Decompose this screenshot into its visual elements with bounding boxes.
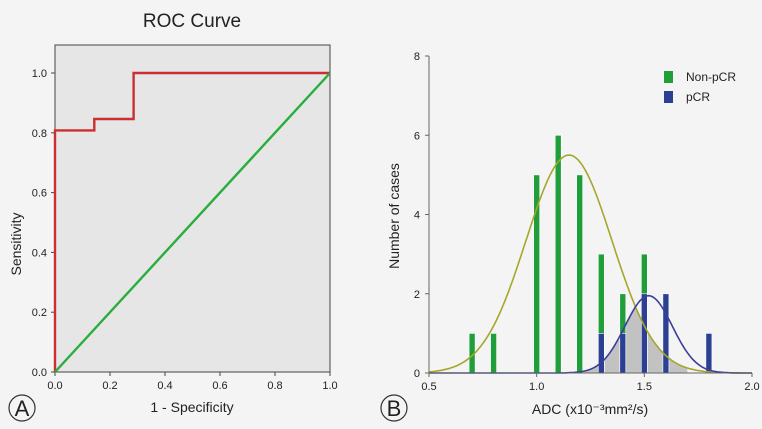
roc-x-tick-label: 0.6 xyxy=(212,380,227,392)
hist-x-tick-label: 2.0 xyxy=(744,381,759,393)
legend-label-non-pcr: Non-pCR xyxy=(686,70,736,84)
hist-x-label: ADC (x10⁻³mm²/s) xyxy=(532,401,648,417)
hist-x-tick-label: 1.0 xyxy=(529,381,544,393)
roc-x-label: 1 - Specificity xyxy=(150,399,233,415)
roc-y-tick-label: 0.0 xyxy=(32,367,47,379)
panel-b-badge xyxy=(380,394,408,422)
hist-y-tick-label: 2 xyxy=(414,289,420,301)
pcr-fit-curve xyxy=(429,294,752,374)
roc-panel: ROC Curve 0.0 0.2 0.4 0.6 0.8 1.0 0.0 0.2 0.4 0.… xyxy=(8,11,338,422)
roc-x-tick-label: 1.0 xyxy=(322,380,337,392)
roc-y-tick-label: 0.6 xyxy=(32,188,47,200)
pcr-bar xyxy=(597,333,605,374)
reference-diagonal-line xyxy=(54,72,331,373)
legend-swatch-non-pcr xyxy=(664,71,673,83)
hist-legend: Non-pCR pCR xyxy=(664,70,736,104)
roc-y-tick-label: 0.8 xyxy=(32,128,47,140)
legend-swatch-pcr xyxy=(664,91,673,103)
hist-y-tick-label: 4 xyxy=(414,210,420,222)
hist-x-tick-label: 1.5 xyxy=(637,381,652,393)
non-pcr-bar xyxy=(490,333,497,374)
roc-curve-line xyxy=(53,71,330,372)
hist-x-tick-label: 0.5 xyxy=(421,381,436,393)
roc-plot-area xyxy=(54,44,331,373)
hist-y-tick-label: 0 xyxy=(414,368,420,380)
roc-x-tick-label: 0.8 xyxy=(267,380,282,392)
panel-b-label: B xyxy=(387,396,402,421)
roc-x-tick-label: 0.0 xyxy=(47,380,62,392)
pcr-bar xyxy=(662,293,670,374)
panel-a-label: A xyxy=(15,396,30,421)
hist-y-tick-label: 6 xyxy=(414,130,420,142)
roc-y-tick-label: 1.0 xyxy=(32,68,47,80)
pcr-bar xyxy=(705,333,713,374)
roc-y-tick-label: 0.2 xyxy=(32,307,47,319)
roc-y-tick-label: 0.4 xyxy=(32,247,47,259)
hist-y-label: Number of cases xyxy=(386,163,402,269)
hist-y-tick-label: 8 xyxy=(414,51,420,63)
non-pcr-fit-curve xyxy=(428,154,752,374)
pcr-bar xyxy=(619,333,627,374)
roc-title: ROC Curve xyxy=(143,11,241,32)
non-pcr-bar xyxy=(576,174,584,374)
panel-a-badge xyxy=(8,394,36,422)
pcr-bar xyxy=(640,293,648,374)
histogram-panel: 0 2 4 6 8 0.5 1.0 1.5 2.0 ADC (x10⁻³mm²/s) Numb… xyxy=(380,51,760,422)
roc-y-label: Sensitivity xyxy=(8,212,24,275)
roc-x-tick-label: 0.2 xyxy=(102,380,117,392)
non-pcr-bar xyxy=(554,135,562,374)
overlap-shaded-area xyxy=(575,307,688,373)
roc-x-tick-label: 0.4 xyxy=(157,380,172,392)
legend-label-pcr: pCR xyxy=(686,90,710,104)
